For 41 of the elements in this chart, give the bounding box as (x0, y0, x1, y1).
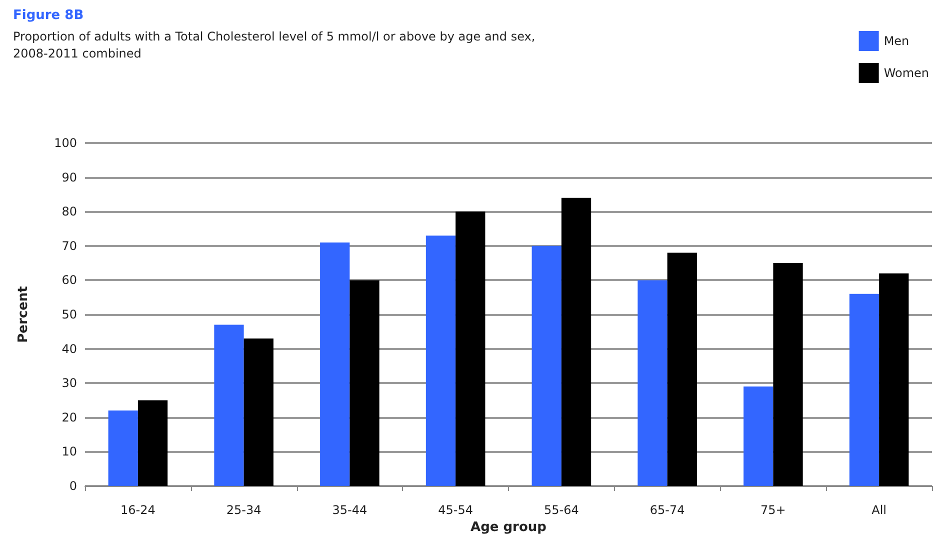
bar (532, 246, 562, 486)
bar (214, 324, 244, 486)
y-tick-label: 90 (62, 170, 77, 184)
bar (773, 263, 803, 486)
bar (638, 280, 668, 486)
x-tick-label: 55-64 (544, 503, 579, 517)
chart-title: Figure 8B (13, 8, 84, 23)
bar (879, 273, 909, 486)
y-tick-label: 30 (62, 376, 77, 390)
y-tick-label: 100 (54, 136, 77, 150)
legend-label: Women (884, 66, 930, 80)
y-tick-label: 60 (62, 273, 77, 288)
x-tick-label: 45-54 (438, 503, 473, 517)
bar (320, 242, 350, 486)
bar (108, 410, 138, 486)
x-tick-label: 75+ (760, 503, 786, 517)
y-tick-label: 70 (62, 238, 77, 253)
bar (426, 236, 456, 486)
bar (456, 212, 486, 486)
bar (350, 280, 380, 486)
x-tick-label: 16-24 (120, 503, 156, 517)
y-axis-title: Percent (16, 286, 31, 343)
x-tick-label: 35-44 (332, 503, 368, 517)
x-axis-title: Age group (470, 520, 546, 535)
y-tick-label: 50 (62, 308, 77, 322)
y-tick-label: 80 (62, 204, 77, 219)
x-tick-label: 65-74 (650, 503, 685, 517)
y-tick-label: 10 (62, 444, 77, 459)
bar (244, 338, 274, 486)
x-tick-label: All (872, 503, 887, 517)
chart-subtitle: Proportion of adults with a Total Cholesterol level of 5 mmol/l or above by age and sex, 2008-2011 combined (13, 30, 536, 60)
bar (744, 386, 774, 486)
y-tick-label: 40 (62, 342, 77, 356)
bar (561, 198, 592, 486)
x-tick-label: 25-34 (226, 503, 262, 517)
bar (849, 294, 880, 486)
bar (138, 400, 168, 486)
y-tick-label: 0 (69, 479, 77, 493)
y-tick-label: 20 (62, 410, 77, 424)
bar (667, 252, 697, 486)
legend-label: Men (884, 34, 910, 48)
